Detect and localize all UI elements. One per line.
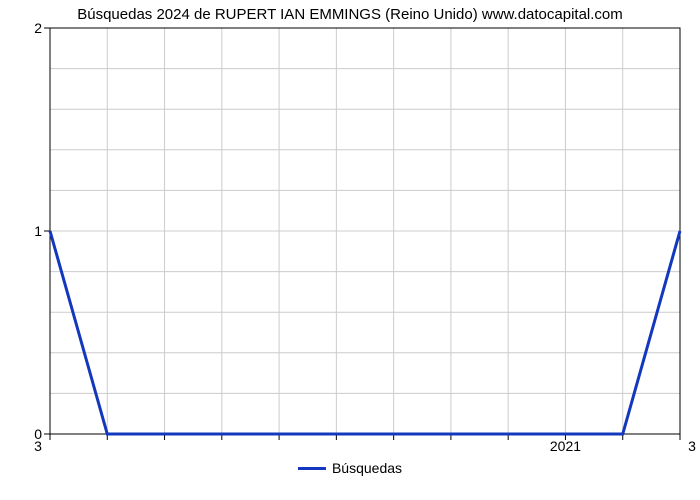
legend-label: Búsquedas xyxy=(332,460,402,476)
chart-container: Búsquedas 2024 de RUPERT IAN EMMINGS (Re… xyxy=(0,0,700,500)
x-outer-left-label: 3 xyxy=(34,438,42,454)
series-line xyxy=(50,231,680,434)
y-tick-label: 1 xyxy=(34,223,42,239)
legend-swatch xyxy=(298,467,326,470)
legend: Búsquedas xyxy=(298,460,402,476)
x-tick-label: 2021 xyxy=(550,438,581,454)
plot-area: 012202133 xyxy=(50,28,680,434)
plot-svg xyxy=(50,28,680,434)
x-outer-right-label: 3 xyxy=(688,438,696,454)
y-tick-label: 2 xyxy=(34,20,42,36)
chart-title: Búsquedas 2024 de RUPERT IAN EMMINGS (Re… xyxy=(0,6,700,23)
